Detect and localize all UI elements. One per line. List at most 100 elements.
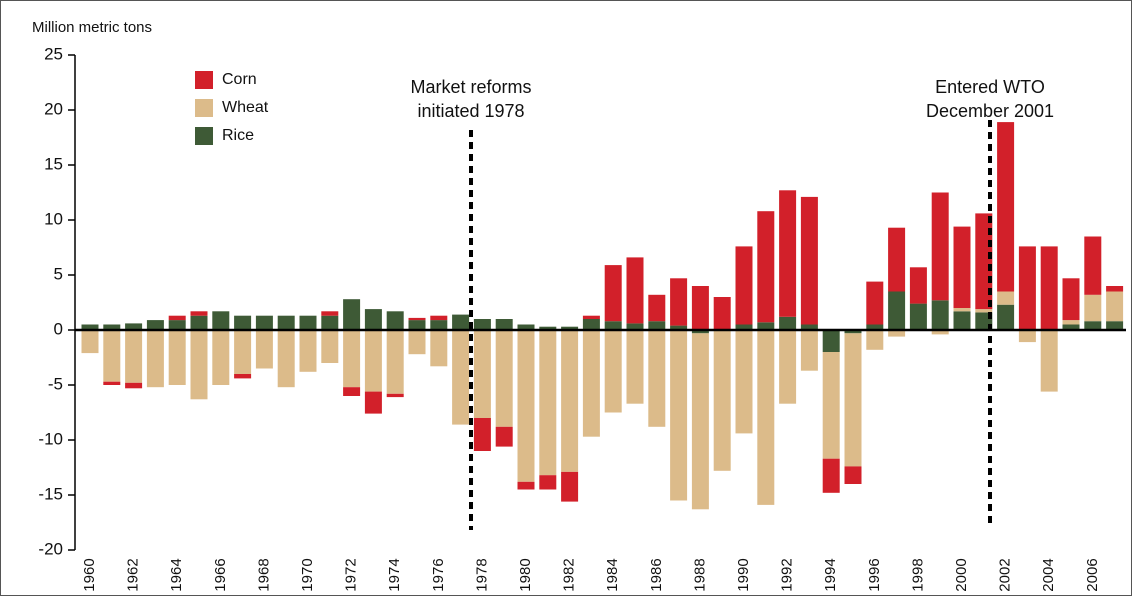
bar-segment <box>539 475 557 490</box>
x-tick-label: 1970 <box>299 558 316 591</box>
bar-segment <box>168 330 186 385</box>
legend-swatch <box>195 127 213 145</box>
legend-label: Corn <box>222 71 257 88</box>
bar-segment <box>168 320 186 330</box>
bar-segment <box>561 330 579 472</box>
bar-segment <box>779 316 797 330</box>
bar-segment <box>691 286 709 330</box>
bar-segment <box>822 330 840 352</box>
y-tick-label: -15 <box>38 484 63 503</box>
bar-segment <box>539 330 557 476</box>
bar-segment <box>343 299 361 330</box>
bar-segment <box>648 330 666 427</box>
bar-segment <box>1084 236 1102 295</box>
bar-segment <box>582 330 600 437</box>
x-tick-label: 1994 <box>822 558 839 591</box>
bar-segment <box>953 226 971 308</box>
x-tick-label: 1988 <box>691 558 708 591</box>
annotation-text: Market reforms <box>410 77 531 97</box>
bar-segment <box>866 281 884 325</box>
bar-segment <box>670 330 688 501</box>
bar-segment <box>168 315 186 321</box>
bar-segment <box>888 291 906 330</box>
bar-segment <box>517 324 535 330</box>
x-tick-label: 1964 <box>168 558 185 591</box>
bar-segment <box>452 330 470 425</box>
bar-segment <box>953 308 971 312</box>
x-tick-label: 1968 <box>255 558 272 591</box>
annotation-text: Entered WTO <box>935 77 1045 97</box>
bar-segment <box>495 319 513 330</box>
bar-segment <box>735 330 753 434</box>
x-tick-label: 1982 <box>561 558 578 591</box>
legend-label: Rice <box>222 127 254 144</box>
bar-segment <box>386 393 404 398</box>
bar-segment <box>997 291 1015 305</box>
y-tick-label: 25 <box>44 44 63 63</box>
bar-segment <box>582 319 600 330</box>
bar-segment <box>888 330 906 337</box>
bar-segment <box>800 330 818 371</box>
x-tick-label: 1984 <box>604 558 621 591</box>
bar-segment <box>582 315 600 319</box>
bar-segment <box>604 321 622 330</box>
bar-segment <box>517 330 535 482</box>
bar-segment <box>997 304 1015 330</box>
bar-segment <box>1106 321 1124 330</box>
bar-segment <box>670 325 688 330</box>
bar-segment <box>364 391 382 414</box>
bar-segment <box>81 330 99 354</box>
x-tick-label: 1976 <box>430 558 447 591</box>
legend-swatch <box>195 99 213 117</box>
bar-segment <box>1062 320 1080 325</box>
y-axis-label: Million metric tons <box>32 19 152 36</box>
bar-segment <box>408 330 426 355</box>
bar-segment <box>800 196 818 325</box>
bar-segment <box>844 333 862 467</box>
x-tick-label: 1966 <box>212 558 229 591</box>
bar-segment <box>888 227 906 292</box>
bar-segment <box>800 324 818 330</box>
bar-segment <box>1040 330 1058 392</box>
bar-segment <box>866 330 884 350</box>
bar-segment <box>822 352 840 459</box>
bar-segment <box>430 315 448 321</box>
bar-segment <box>517 481 535 490</box>
bar-segment <box>386 311 404 330</box>
bar-segment <box>735 246 753 325</box>
bar-segment <box>931 330 949 335</box>
bar-segment <box>648 294 666 322</box>
bar-segment <box>234 315 252 330</box>
bar-segment <box>866 324 884 330</box>
bar-segment <box>255 330 273 369</box>
bar-segment <box>604 330 622 413</box>
bar-segment <box>931 192 949 301</box>
bar-segment <box>473 330 491 418</box>
bar-segment <box>539 326 557 330</box>
bar-segment <box>103 381 121 385</box>
bar-segment <box>408 320 426 330</box>
bar-segment <box>364 309 382 330</box>
bar-segment <box>146 330 164 388</box>
bar-segment <box>670 278 688 326</box>
x-tick-label: 1990 <box>735 558 752 591</box>
bar-segment <box>779 190 797 317</box>
bar-segment <box>909 267 927 304</box>
annotation-text: December 2001 <box>926 101 1054 121</box>
bar-segment <box>430 330 448 367</box>
y-tick-label: -10 <box>38 429 63 448</box>
bar-segment <box>430 320 448 330</box>
bar-segment <box>779 330 797 404</box>
bar-segment <box>146 320 164 330</box>
bar-segment <box>561 471 579 502</box>
bar-segment <box>626 257 644 324</box>
bar-segment <box>190 311 208 316</box>
bar-segment <box>1018 330 1036 343</box>
bar-segment <box>125 323 143 330</box>
bar-segment <box>648 321 666 330</box>
x-tick-label: 1974 <box>386 558 403 591</box>
x-tick-label: 1992 <box>779 558 796 591</box>
bar-segment <box>975 213 993 310</box>
x-tick-label: 2002 <box>997 558 1014 591</box>
